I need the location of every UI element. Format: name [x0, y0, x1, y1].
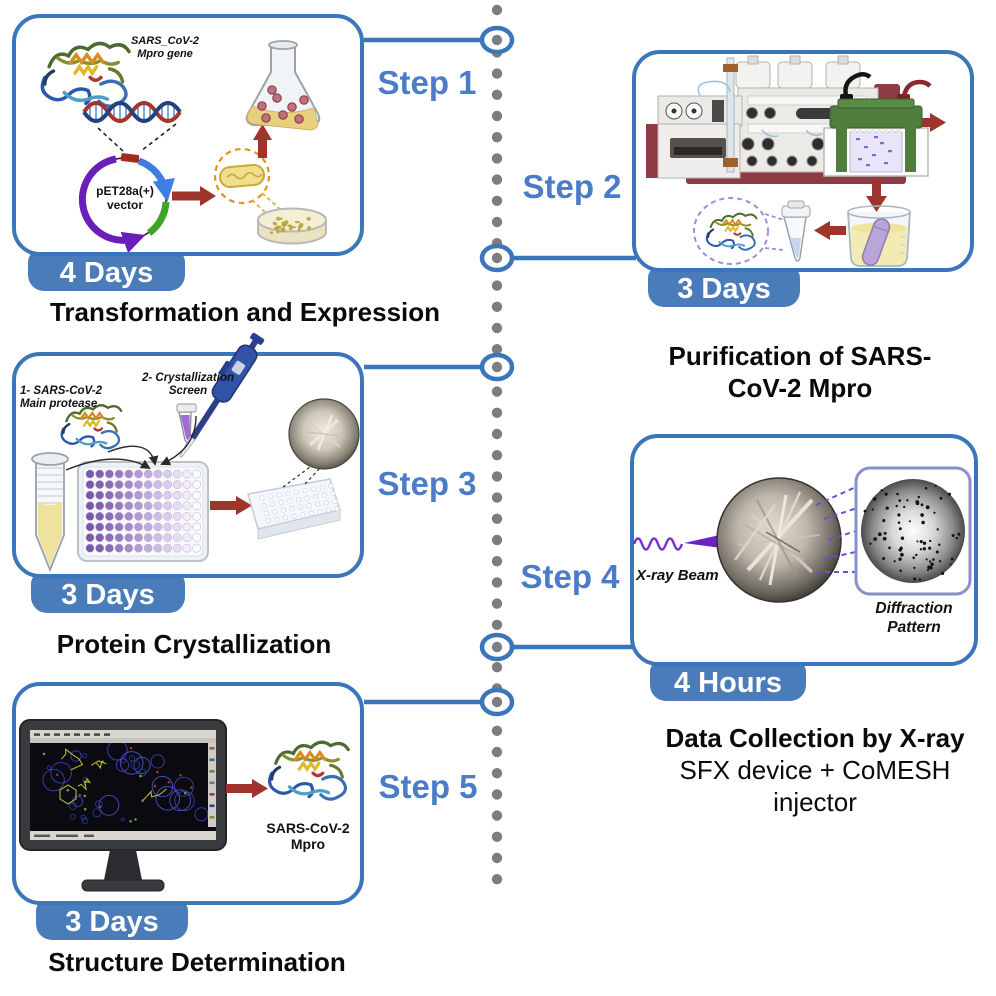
annotation-line: Diffraction	[875, 600, 953, 617]
annotation-line: Pattern	[887, 619, 941, 636]
caption-line: injector	[773, 787, 857, 817]
step4-label: Step 4	[520, 558, 620, 595]
annotation-line: Screen	[168, 385, 208, 397]
step3-duration-badge: 3 Days	[31, 572, 185, 613]
main-protease-annotation: 1- SARS-CoV-2 Main protease	[20, 385, 124, 411]
step4-duration-badge: 4 Hours	[650, 660, 806, 701]
annotation-line: SARS_CoV-2	[130, 35, 200, 47]
mpro-annotation: SARS-CoV-2 Mpro	[266, 820, 350, 852]
step2-label: Step 2	[522, 168, 622, 205]
step2-card	[632, 50, 974, 272]
step5-card	[12, 682, 364, 905]
caption-line: Data Collection by X-ray	[665, 723, 965, 753]
annotation-line: vector	[106, 198, 144, 212]
step5-label: Step 5	[378, 768, 478, 805]
caption-line: CoV-2 Mpro	[727, 373, 873, 403]
xray-beam-annotation: X-ray Beam	[636, 567, 719, 584]
step2-caption: Purification of SARS- CoV-2 Mpro	[622, 340, 978, 404]
step3-label: Step 3	[377, 465, 477, 502]
diffraction-pattern-annotation: Diffraction Pattern	[850, 599, 978, 637]
timeline	[364, 4, 636, 885]
step1-caption: Transformation and Expression	[49, 297, 441, 327]
annotation-line: pET28a(+)	[96, 184, 154, 198]
step1-duration-badge: 4 Days	[28, 250, 185, 291]
annotation-line: Mpro gene	[137, 47, 193, 60]
annotation-line: Main protease	[20, 398, 98, 410]
caption-line: Purification of SARS-	[668, 341, 932, 371]
annotation-line: 1- SARS-CoV-2	[20, 385, 102, 397]
gene-annotation: SARS_CoV-2 Mpro gene	[119, 35, 211, 60]
step1-label: Step 1	[377, 64, 477, 101]
step3-caption: Protein Crystallization	[56, 629, 332, 659]
step2-duration-badge: 3 Days	[648, 266, 800, 307]
crystallization-screen-annotation: 2- Crystallization Screen	[136, 372, 240, 398]
step5-duration-badge: 3 Days	[36, 899, 188, 940]
caption-line: SFX device + CoMESH	[679, 755, 951, 785]
annotation-line: 2- Crystallization	[141, 372, 235, 384]
step5-caption: Structure Determination	[48, 947, 346, 977]
step4-caption: Data Collection by X-ray SFX device + Co…	[635, 722, 995, 818]
vector-annotation: pET28a(+) vector	[85, 184, 165, 212]
